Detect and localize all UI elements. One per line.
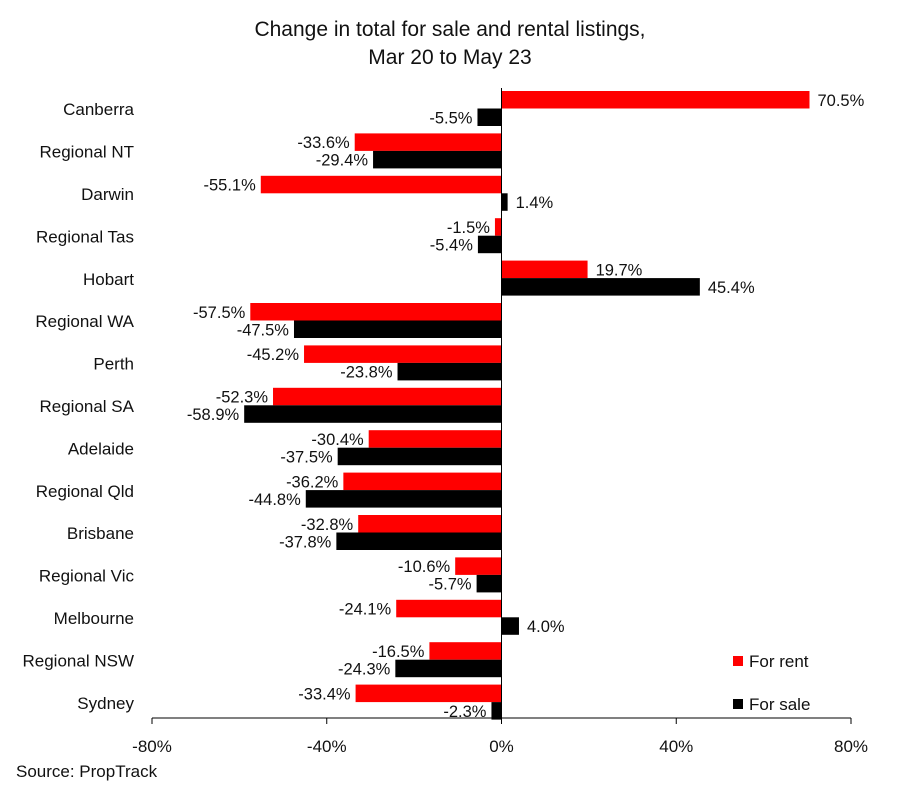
bar-for-sale-regional-vic [476,574,502,593]
value-label-for-sale-regional-wa: -47.5% [237,321,290,339]
bar-for-rent-adelaide [368,430,502,448]
x-tick-label: 40% [659,737,693,756]
category-label-sydney: Sydney [77,694,134,713]
category-label-adelaide: Adelaide [68,439,134,458]
value-label-for-sale-adelaide: -37.5% [280,448,333,466]
value-label-for-rent-brisbane: -32.8% [301,516,354,534]
value-label-for-sale-canberra: -5.5% [429,109,472,127]
value-label-for-sale-regional-nt: -29.4% [316,152,369,170]
value-label-for-rent-sydney: -33.4% [298,685,351,703]
x-tick-label: -80% [132,737,172,756]
value-label-for-sale-regional-nsw: -24.3% [338,660,391,678]
bar-for-rent-canberra [501,91,810,109]
value-label-for-rent-regional-wa: -57.5% [193,304,246,322]
category-label-perth: Perth [93,355,134,374]
bar-for-sale-regional-qld [305,490,502,508]
bar-for-rent-sydney [355,684,502,703]
bar-for-sale-sydney [491,702,502,720]
bar-for-rent-regional-wa [250,303,502,321]
value-label-for-rent-regional-sa: -52.3% [216,389,269,407]
value-label-for-sale-regional-vic: -5.7% [428,576,471,594]
bar-for-rent-regional-qld [343,472,502,491]
value-label-for-rent-regional-nt: -33.6% [297,134,350,152]
value-label-for-rent-canberra: 70.5% [817,92,864,110]
value-label-for-sale-regional-qld: -44.8% [248,491,301,509]
value-label-for-rent-regional-qld: -36.2% [286,473,339,491]
value-label-for-sale-melbourne: 4.0% [527,618,565,636]
category-label-hobart: Hobart [83,270,134,289]
category-label-regional-nt: Regional NT [40,143,135,162]
category-label-regional-sa: Regional SA [39,397,134,416]
bar-for-rent-hobart [501,260,588,279]
bar-for-sale-canberra [477,108,502,126]
x-tick-label: -40% [307,737,347,756]
legend-label-for-sale: For sale [749,695,810,714]
bar-for-sale-perth [397,362,502,381]
value-label-for-rent-adelaide: -30.4% [311,431,364,449]
value-label-for-rent-regional-vic: -10.6% [398,558,451,576]
value-label-for-rent-perth: -45.2% [247,346,300,364]
bar-for-rent-brisbane [358,515,502,533]
x-tick-label: 80% [834,737,868,756]
bars [244,91,810,720]
category-label-regional-qld: Regional Qld [36,482,134,501]
value-label-for-rent-hobart: 19.7% [596,261,643,279]
category-label-regional-vic: Regional Vic [39,567,135,586]
category-label-canberra: Canberra [63,100,134,119]
value-label-for-sale-sydney: -2.3% [443,703,486,721]
value-labels: 70.5%-5.5%-33.6%-29.4%-55.1%1.4%-1.5%-5.… [187,92,865,721]
bar-for-sale-adelaide [337,447,502,466]
value-label-for-rent-darwin: -55.1% [204,177,257,195]
bar-for-rent-perth [304,345,502,363]
bar-for-rent-darwin [260,175,502,194]
bar-for-rent-regional-vic [455,557,502,575]
legend-swatch-for-sale [733,699,743,709]
x-ticks: -80% -40% 0% 40% 80% [132,718,868,756]
bar-for-rent-melbourne [396,599,502,618]
value-label-for-rent-melbourne: -24.1% [339,601,392,619]
bar-for-sale-regional-tas [477,235,502,254]
bar-for-sale-darwin [501,193,508,211]
category-label-regional-tas: Regional Tas [36,227,134,246]
bar-for-sale-regional-wa [293,320,502,338]
category-label-darwin: Darwin [81,185,134,204]
chart-title: Change in total for sale and rental list… [0,16,900,72]
value-label-for-sale-brisbane: -37.8% [279,533,332,551]
value-label-for-sale-regional-tas: -5.4% [430,236,473,254]
value-label-for-sale-regional-sa: -58.9% [187,406,240,424]
chart-title-line-2: Mar 20 to May 23 [368,46,532,69]
legend-swatch-for-rent [733,656,743,666]
bar-for-rent-regional-nt [354,133,502,151]
bar-for-rent-regional-tas [494,218,502,236]
bar-for-sale-regional-nsw [395,659,502,678]
legend-label-for-rent: For rent [749,652,809,671]
bar-for-sale-brisbane [336,532,502,550]
value-label-for-rent-regional-nsw: -16.5% [372,643,425,661]
category-label-regional-wa: Regional WA [35,312,134,331]
source-note: Source: PropTrack [16,762,158,781]
category-label-brisbane: Brisbane [67,524,134,543]
chart-title-line-1: Change in total for sale and rental list… [254,18,646,41]
bar-for-sale-regional-sa [244,405,502,423]
bar-for-sale-regional-nt [373,150,502,169]
legend: For rent For sale [733,652,810,714]
category-label-melbourne: Melbourne [54,609,134,628]
bar-for-rent-regional-sa [273,387,502,406]
value-label-for-rent-regional-tas: -1.5% [447,219,490,237]
category-labels: Canberra Regional NT Darwin Regional Tas Hob… [23,100,135,713]
x-tick-label: 0% [489,737,514,756]
bar-for-rent-regional-nsw [429,642,502,660]
value-label-for-sale-darwin: 1.4% [516,194,554,212]
bar-for-sale-hobart [501,278,700,296]
bar-for-sale-melbourne [501,617,519,635]
value-label-for-sale-hobart: 45.4% [708,279,755,297]
value-label-for-sale-perth: -23.8% [340,364,393,382]
category-label-regional-nsw: Regional NSW [23,651,135,670]
